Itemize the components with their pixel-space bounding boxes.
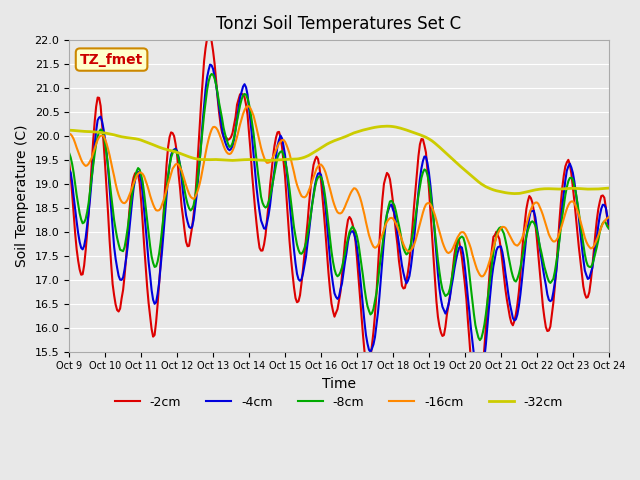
- -16cm: [80, 162, 88, 168]
- -4cm: [404, 278, 412, 284]
- -8cm: [542, 269, 550, 275]
- -4cm: [374, 310, 382, 315]
- -16cm: [65, 131, 73, 136]
- Line: -32cm: -32cm: [69, 126, 609, 193]
- -2cm: [65, 160, 73, 166]
- -4cm: [605, 221, 612, 227]
- -16cm: [392, 221, 400, 227]
- -4cm: [542, 282, 550, 288]
- Line: -8cm: -8cm: [69, 74, 609, 340]
- -32cm: [166, 147, 173, 153]
- -2cm: [205, 32, 212, 38]
- -8cm: [208, 71, 216, 77]
- -32cm: [511, 191, 518, 196]
- -16cm: [542, 221, 550, 227]
- -16cm: [404, 249, 412, 254]
- -32cm: [65, 127, 73, 133]
- -2cm: [80, 263, 88, 268]
- -8cm: [374, 278, 382, 284]
- -2cm: [166, 134, 173, 140]
- Y-axis label: Soil Temperature (C): Soil Temperature (C): [15, 125, 29, 267]
- -32cm: [383, 123, 391, 129]
- -2cm: [542, 324, 550, 330]
- -16cm: [166, 176, 173, 182]
- -8cm: [166, 163, 173, 168]
- Line: -16cm: -16cm: [69, 106, 609, 276]
- -8cm: [65, 150, 73, 156]
- -8cm: [476, 337, 484, 343]
- -2cm: [473, 399, 481, 405]
- Title: Tonzi Soil Temperatures Set C: Tonzi Soil Temperatures Set C: [216, 15, 461, 33]
- -2cm: [605, 226, 612, 231]
- -16cm: [605, 214, 612, 220]
- Line: -2cm: -2cm: [69, 35, 609, 402]
- -8cm: [605, 226, 612, 231]
- Line: -4cm: -4cm: [69, 65, 609, 383]
- Text: TZ_fmet: TZ_fmet: [80, 53, 143, 67]
- -32cm: [542, 186, 550, 192]
- -16cm: [374, 242, 382, 248]
- -2cm: [374, 265, 382, 271]
- -2cm: [404, 269, 412, 275]
- -32cm: [392, 124, 400, 130]
- -32cm: [372, 124, 380, 130]
- -32cm: [404, 128, 412, 133]
- Legend: -2cm, -4cm, -8cm, -16cm, -32cm: -2cm, -4cm, -8cm, -16cm, -32cm: [110, 391, 568, 414]
- -2cm: [392, 229, 400, 235]
- -8cm: [392, 208, 400, 214]
- -4cm: [65, 167, 73, 173]
- -32cm: [80, 129, 88, 134]
- -4cm: [474, 380, 482, 385]
- -16cm: [477, 274, 485, 279]
- -4cm: [206, 62, 214, 68]
- X-axis label: Time: Time: [322, 377, 356, 391]
- -4cm: [80, 243, 88, 249]
- -16cm: [244, 103, 252, 109]
- -32cm: [605, 185, 612, 191]
- -8cm: [80, 219, 88, 225]
- -4cm: [166, 163, 173, 168]
- -8cm: [404, 250, 412, 256]
- -4cm: [392, 219, 400, 225]
